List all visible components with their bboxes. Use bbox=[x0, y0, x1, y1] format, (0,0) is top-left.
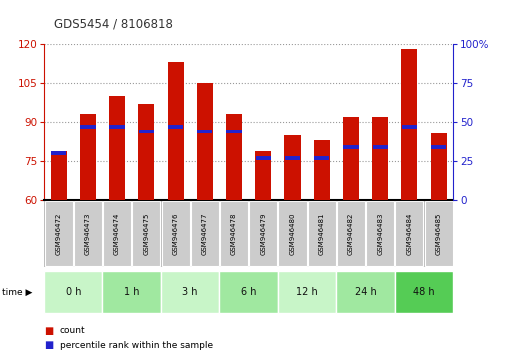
Bar bbox=[138, 104, 154, 200]
Text: GSM946479: GSM946479 bbox=[260, 212, 266, 255]
Text: 3 h: 3 h bbox=[182, 287, 198, 297]
Text: GSM946476: GSM946476 bbox=[172, 212, 179, 255]
Bar bbox=[314, 140, 330, 200]
Text: GDS5454 / 8106818: GDS5454 / 8106818 bbox=[54, 17, 173, 30]
Bar bbox=[401, 50, 418, 200]
Text: GSM946475: GSM946475 bbox=[143, 212, 149, 255]
Bar bbox=[51, 152, 66, 155]
Text: GSM946478: GSM946478 bbox=[231, 212, 237, 255]
Bar bbox=[109, 96, 125, 200]
Text: ■: ■ bbox=[44, 326, 53, 336]
FancyBboxPatch shape bbox=[103, 271, 161, 313]
FancyBboxPatch shape bbox=[278, 271, 336, 313]
Text: 48 h: 48 h bbox=[413, 287, 435, 297]
Text: percentile rank within the sample: percentile rank within the sample bbox=[60, 341, 213, 350]
Bar bbox=[431, 145, 447, 149]
Bar bbox=[197, 130, 212, 133]
FancyBboxPatch shape bbox=[366, 201, 394, 266]
Text: 1 h: 1 h bbox=[124, 287, 139, 297]
FancyBboxPatch shape bbox=[249, 201, 277, 266]
Bar bbox=[430, 132, 447, 200]
FancyBboxPatch shape bbox=[103, 201, 131, 266]
FancyBboxPatch shape bbox=[336, 271, 395, 313]
FancyBboxPatch shape bbox=[395, 201, 423, 266]
Text: count: count bbox=[60, 326, 85, 336]
Text: GSM946484: GSM946484 bbox=[407, 212, 412, 255]
Bar bbox=[197, 83, 213, 200]
Bar bbox=[226, 114, 242, 200]
Text: GSM946483: GSM946483 bbox=[377, 212, 383, 255]
Bar bbox=[255, 151, 271, 200]
Bar bbox=[285, 156, 300, 160]
Text: GSM946472: GSM946472 bbox=[55, 212, 62, 255]
Bar bbox=[255, 156, 271, 160]
Text: GSM946473: GSM946473 bbox=[85, 212, 91, 255]
Bar bbox=[284, 135, 300, 200]
Bar bbox=[314, 156, 329, 160]
FancyBboxPatch shape bbox=[161, 271, 220, 313]
Bar bbox=[343, 117, 359, 200]
Bar bbox=[167, 62, 183, 200]
Bar bbox=[402, 125, 417, 129]
Bar bbox=[226, 130, 242, 133]
Text: GSM946482: GSM946482 bbox=[348, 212, 354, 255]
FancyBboxPatch shape bbox=[220, 201, 248, 266]
Bar bbox=[51, 151, 67, 200]
FancyBboxPatch shape bbox=[279, 201, 307, 266]
FancyBboxPatch shape bbox=[337, 201, 365, 266]
Bar bbox=[139, 130, 154, 133]
Bar bbox=[109, 125, 125, 129]
Text: 6 h: 6 h bbox=[241, 287, 256, 297]
Text: 24 h: 24 h bbox=[355, 287, 377, 297]
Bar bbox=[80, 114, 96, 200]
FancyBboxPatch shape bbox=[308, 201, 336, 266]
Text: GSM946480: GSM946480 bbox=[290, 212, 295, 255]
Text: GSM946477: GSM946477 bbox=[202, 212, 208, 255]
Text: ■: ■ bbox=[44, 340, 53, 350]
Text: GSM946481: GSM946481 bbox=[319, 212, 325, 255]
FancyBboxPatch shape bbox=[395, 271, 453, 313]
Text: time ▶: time ▶ bbox=[2, 287, 32, 297]
Text: GSM946474: GSM946474 bbox=[114, 212, 120, 255]
FancyBboxPatch shape bbox=[74, 201, 102, 266]
FancyBboxPatch shape bbox=[162, 201, 190, 266]
Text: 0 h: 0 h bbox=[65, 287, 81, 297]
Bar bbox=[80, 125, 95, 129]
FancyBboxPatch shape bbox=[45, 201, 73, 266]
FancyBboxPatch shape bbox=[44, 271, 103, 313]
FancyBboxPatch shape bbox=[132, 201, 161, 266]
Text: 12 h: 12 h bbox=[296, 287, 318, 297]
FancyBboxPatch shape bbox=[191, 201, 219, 266]
Text: GSM946485: GSM946485 bbox=[436, 212, 442, 255]
Bar bbox=[372, 117, 388, 200]
FancyBboxPatch shape bbox=[220, 271, 278, 313]
FancyBboxPatch shape bbox=[425, 201, 453, 266]
Bar bbox=[343, 145, 358, 149]
Bar bbox=[372, 145, 388, 149]
Bar bbox=[168, 125, 183, 129]
